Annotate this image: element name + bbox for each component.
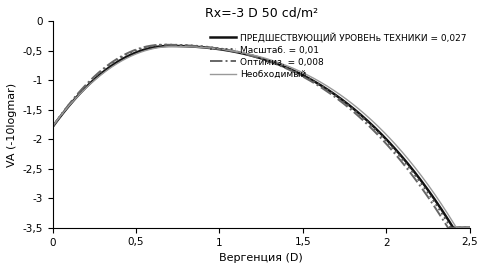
Legend: ПРЕДШЕСТВУЮЩИЙ УРОВЕНь ТЕХНИКИ = 0,027, Масштаб. = 0,01, Оптимиз. = 0,008, Необх: ПРЕДШЕСТВУЮЩИЙ УРОВЕНь ТЕХНИКИ = 0,027, … [207,30,469,82]
Масштаб. = 0,01 [92,75,98,78]
Необходимый [336,93,342,96]
Оптимиз. = 0,008 [233,50,239,54]
Масштаб. = 0,01 [218,47,224,50]
Масштаб. = 0,01 [447,226,453,230]
ПРЕДШЕСТВУЮЩИЙ УРОВЕНь ТЕХНИКИ = 0,027 [375,130,380,133]
ПРЕДШЕСТВУЮЩИЙ УРОВЕНь ТЕХНИКИ = 0,027 [450,226,455,230]
Необходимый [382,133,388,136]
Line: Необходимый: Необходимый [52,46,469,228]
ПРЕДШЕСТВУЮЩИЙ УРОВЕНь ТЕХНИКИ = 0,027 [336,96,342,99]
Оптимиз. = 0,008 [218,48,224,51]
Оптимиз. = 0,008 [444,226,450,230]
ПРЕДШЕСТВУЮЩИЙ УРОВЕНь ТЕХНИКИ = 0,027 [166,44,172,48]
Необходимый [49,124,55,128]
Line: Масштаб. = 0,01: Масштаб. = 0,01 [52,45,469,228]
Необходимый [453,226,459,230]
Title: Rx=-3 D 50 cd/m²: Rx=-3 D 50 cd/m² [204,7,317,20]
ПРЕДШЕСТВУЮЩИЙ УРОВЕНь ТЕХНИКИ = 0,027 [92,77,98,80]
Оптимиз. = 0,008 [382,142,388,145]
Оптимиз. = 0,008 [336,99,342,102]
ПРЕДШЕСТВУЮЩИЙ УРОВЕНь ТЕХНИКИ = 0,027 [233,50,239,54]
Необходимый [218,48,224,51]
Масштаб. = 0,01 [382,139,388,142]
Масштаб. = 0,01 [163,43,169,46]
Необходимый [92,78,98,81]
ПРЕДШЕСТВУЮЩИЙ УРОВЕНь ТЕХНИКИ = 0,027 [466,226,472,230]
Масштаб. = 0,01 [375,131,380,134]
Масштаб. = 0,01 [49,125,55,128]
Необходимый [375,125,380,128]
Line: ПРЕДШЕСТВУЮЩИЙ УРОВЕНь ТЕХНИКИ = 0,027: ПРЕДШЕСТВУЮЩИЙ УРОВЕНь ТЕХНИКИ = 0,027 [52,46,469,228]
Масштаб. = 0,01 [466,226,472,230]
Необходимый [233,50,239,53]
Оптимиз. = 0,008 [49,126,55,129]
Необходимый [466,226,472,230]
ПРЕДШЕСТВУЮЩИЙ УРОВЕНь ТЕХНИКИ = 0,027 [382,137,388,140]
Оптимиз. = 0,008 [375,134,380,137]
Масштаб. = 0,01 [233,50,239,53]
Масштаб. = 0,01 [336,97,342,100]
X-axis label: Вергенция (D): Вергенция (D) [219,253,302,263]
Y-axis label: VA (-10logmar): VA (-10logmar) [7,82,17,167]
Line: Оптимиз. = 0,008: Оптимиз. = 0,008 [52,45,469,228]
Оптимиз. = 0,008 [466,226,472,230]
Оптимиз. = 0,008 [92,74,98,77]
Необходимый [169,45,175,48]
ПРЕДШЕСТВУЮЩИЙ УРОВЕНь ТЕХНИКИ = 0,027 [218,48,224,51]
ПРЕДШЕСТВУЮЩИЙ УРОВЕНь ТЕХНИКИ = 0,027 [49,125,55,129]
Оптимиз. = 0,008 [160,43,166,46]
